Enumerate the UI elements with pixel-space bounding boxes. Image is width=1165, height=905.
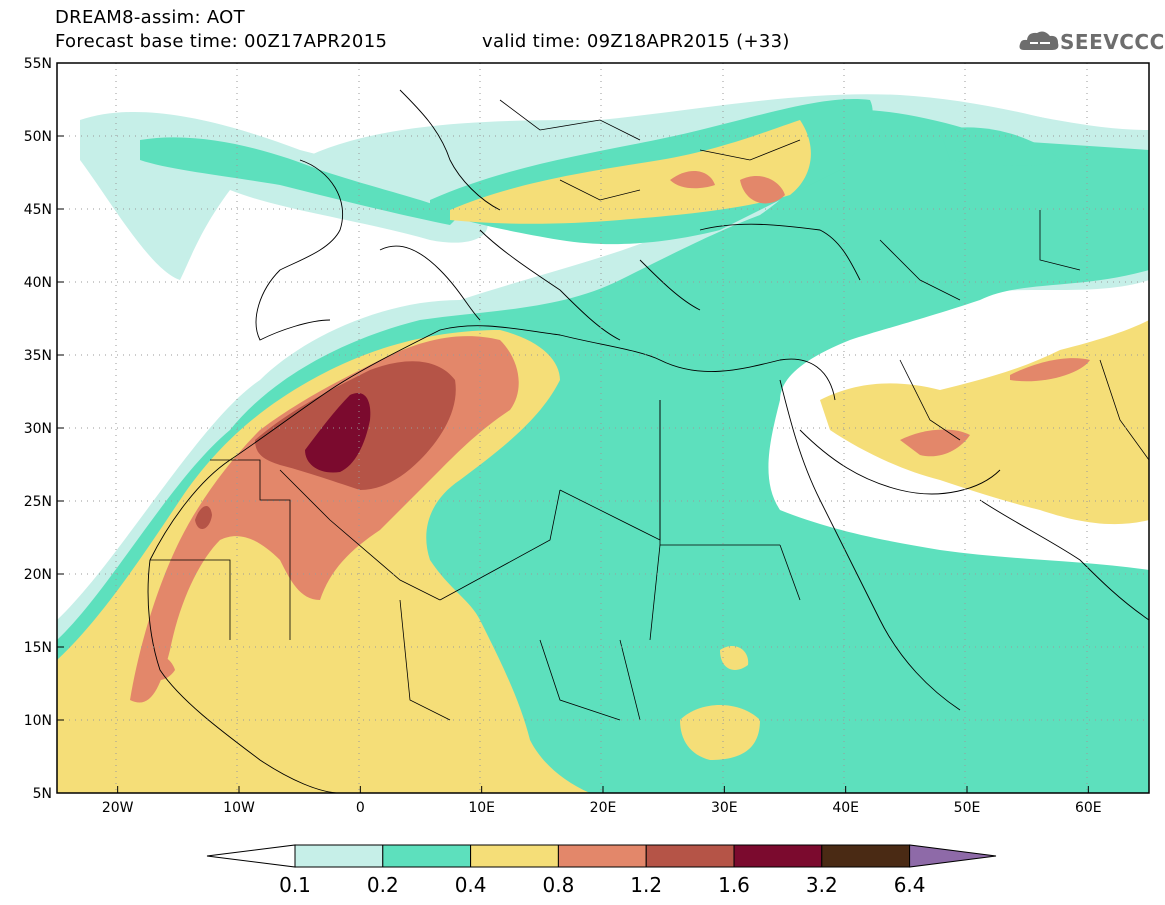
- colorbar-box: [294, 844, 384, 868]
- latitude-labels: 55N 50N 45N 40N 35N 30N 25N 20N 15N 10N 5N: [24, 56, 64, 802]
- lon-label: 60E: [1075, 800, 1102, 816]
- aot-level-0.4: [820, 320, 1149, 525]
- lat-label: 55N: [24, 56, 52, 72]
- lon-label: 20W: [102, 800, 134, 816]
- lon-label: 50E: [954, 800, 981, 816]
- colorbar-box: [470, 844, 559, 868]
- logo-text: SEEVCCC: [1060, 30, 1165, 54]
- lon-label: 0: [356, 800, 365, 816]
- colorbar-box: [645, 844, 735, 868]
- lat-label: 5N: [33, 786, 52, 802]
- valid-time: valid time: 09Z18APR2015 (+33): [482, 31, 790, 52]
- aot-shading: [57, 94, 1149, 793]
- lat-label: 40N: [24, 275, 52, 291]
- aot-level-1.6: [305, 392, 371, 473]
- cloud-logo-icon: [1019, 31, 1059, 50]
- colorbar-box: [557, 844, 647, 868]
- lon-label: 10W: [223, 800, 255, 816]
- graticule: [57, 63, 1149, 793]
- aot-level-0.8: [670, 170, 715, 189]
- colorbar-label: 0.4: [455, 873, 487, 897]
- colorbar-label: 1.6: [718, 873, 750, 897]
- forecast-base-time: Forecast base time: 00Z17APR2015: [55, 31, 388, 52]
- colorbar-box: [821, 844, 911, 868]
- lon-label: 40E: [832, 800, 859, 816]
- lat-label: 35N: [24, 348, 52, 364]
- lat-label: 15N: [24, 640, 52, 656]
- aot-level-0.8: [900, 429, 970, 457]
- colorbar-label: 0.8: [542, 873, 574, 897]
- lat-label: 25N: [24, 494, 52, 510]
- colorbar-min-arrow: [206, 844, 296, 868]
- aot-level-0.2: [140, 137, 460, 225]
- colorbar-box: [733, 844, 823, 868]
- colorbar-box: [382, 844, 472, 868]
- aot-level-0.4: [680, 705, 760, 760]
- aot-level-0.4: [450, 120, 811, 224]
- lon-label: 10E: [468, 800, 495, 816]
- lat-label: 45N: [24, 202, 52, 218]
- coastlines: [147, 89, 1149, 793]
- map-title: DREAM8-assim: AOT: [55, 7, 245, 28]
- colorbar: 0.1 0.2 0.4 0.8 1.2 1.6 3.2 6.4: [206, 844, 997, 897]
- lon-label: 20E: [590, 800, 617, 816]
- aot-level-0.2: [940, 127, 1060, 166]
- country-borders: [150, 99, 1149, 721]
- aot-level-0.8: [140, 654, 175, 681]
- lat-label: 30N: [24, 421, 52, 437]
- colorbar-label: 0.1: [279, 873, 311, 897]
- colorbar-label: 1.2: [630, 873, 662, 897]
- colorbar-label: 6.4: [894, 873, 926, 897]
- lat-label: 20N: [24, 567, 52, 583]
- aot-level-0.8: [740, 175, 785, 204]
- aot-level-0.8: [1010, 358, 1090, 382]
- colorbar-label: 3.2: [806, 873, 838, 897]
- aot-level-0.4: [720, 645, 749, 670]
- colorbar-max-arrow: [909, 844, 997, 868]
- lat-label: 50N: [24, 129, 52, 145]
- colorbar-label: 0.2: [367, 873, 399, 897]
- lat-label: 10N: [24, 713, 52, 729]
- lon-label: 30E: [711, 800, 738, 816]
- longitude-labels: 20W 10W 0 10E 20E 30E 40E 50E 60E: [102, 786, 1102, 816]
- aot-level-1.2: [195, 505, 212, 530]
